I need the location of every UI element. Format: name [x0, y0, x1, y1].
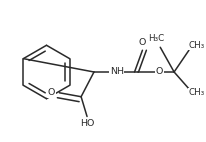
Text: O: O	[139, 38, 146, 47]
Text: O: O	[156, 67, 163, 77]
Text: CH₃: CH₃	[189, 88, 205, 97]
Text: O: O	[48, 88, 55, 97]
Text: NH: NH	[110, 67, 124, 77]
Text: H₃C: H₃C	[148, 34, 164, 43]
Text: HO: HO	[80, 119, 94, 128]
Text: CH₃: CH₃	[189, 41, 205, 50]
